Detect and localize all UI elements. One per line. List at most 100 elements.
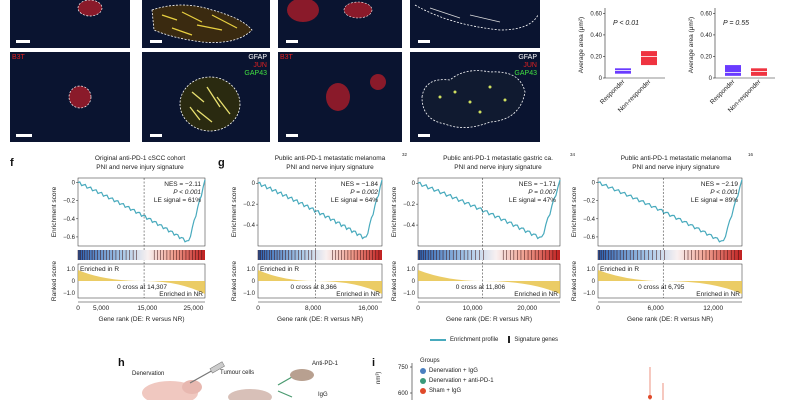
gsea-enriched-r-4: Enriched in R (600, 266, 639, 273)
gsea-x-tick-4-1: 6,000 (647, 305, 664, 312)
gsea-es-tick-2-1: −0.2 (243, 202, 256, 208)
micro-panel-3 (278, 0, 402, 48)
group-item-2: Denervation + anti-PD-1 (420, 376, 494, 386)
micro-panel-8: GFAP JUN GAP43 (410, 52, 540, 142)
gsea-title1-3: Public anti-PD-1 metastatic gastric ca. (443, 155, 553, 162)
gsea-es-frame-3 (417, 177, 561, 247)
micro-image-1 (16, 0, 103, 43)
boxplot-tick-2-2: 0.40 (700, 33, 712, 39)
gsea-rank-r-2 (258, 270, 316, 281)
gsea-es-frame-2 (257, 177, 383, 247)
gsea-le-4: LE signal = 89% (691, 197, 738, 204)
gsea-es-tick-4-0: 0 (592, 181, 596, 187)
gsea-rank-nr-2 (315, 281, 382, 294)
gsea-rank-tick-2-0: 1.0 (247, 267, 256, 273)
label-gfap-2: GFAP (518, 54, 537, 61)
gsea-rank-label-1: Ranked score (51, 261, 58, 301)
gsea-rank-r-3 (418, 270, 483, 281)
label-gap43-1: GAP43 (244, 70, 267, 77)
boxplot-area: 0 0.20 0.40 0.60 Average area (μm²) P < 0.01 R… (578, 8, 775, 114)
gsea-rank-tick-3-0: 1.0 (407, 267, 416, 273)
gsea-title1-4: Public anti-PD-1 metastatic melanoma (621, 155, 732, 162)
micro-panel-1 (10, 0, 130, 48)
gsea-rank-tick-4-1: 0 (592, 279, 596, 285)
boxplot-tick-1-2: 0.40 (590, 33, 602, 39)
gsea-x-tick-1-1: 5,000 (93, 305, 110, 312)
gsea-enriched-nr-1: Enriched in NR (159, 291, 203, 298)
box-2-2 (751, 68, 767, 76)
gsea-es-tick-4-2: −0.4 (583, 217, 596, 223)
gsea-nes-4: NES = −2.19 (701, 181, 739, 188)
gsea-rank-r-1 (78, 270, 145, 281)
gsea-curve-4 (597, 179, 743, 243)
gsea-title1-1: Original anti-PD-1 cSCC cohort (95, 155, 186, 162)
gsea-nes-2: NES = −1.84 (341, 181, 379, 188)
boxplot-tick-1-3: 0.60 (590, 11, 602, 17)
gsea-enriched-r-1: Enriched in R (80, 266, 119, 273)
micro-panel-7: B3T (278, 52, 402, 142)
group-item-3: Sham + IgG (420, 386, 494, 396)
gsea-title2-3: PNI and nerve injury signature (454, 164, 542, 171)
gsea-letter-2: g (218, 157, 225, 169)
group-dot-1 (420, 368, 426, 374)
gsea-letter-1: f (10, 157, 14, 169)
gsea-es-frame-4 (597, 177, 743, 247)
enrichment-profile-swatch (430, 338, 446, 341)
legend-signature-label: Signature genes (514, 336, 559, 343)
label-jun-2: JUN (523, 62, 537, 69)
gsea-title2-2: PNI and nerve injury signature (286, 164, 374, 171)
boxplot-tick-2-3: 0.60 (700, 11, 712, 17)
micro-panel-2 (142, 0, 270, 48)
boxplot-pvalue-1: P < 0.01 (613, 20, 639, 27)
gsea-curve-3 (417, 179, 561, 240)
gsea-rank-tick-3-1: 0 (412, 279, 416, 285)
gsea-rank-tick-4-0: 1.0 (587, 267, 596, 273)
group-label-3: Sham + IgG (429, 388, 462, 394)
group-dot-2 (420, 378, 426, 384)
gsea-es-tick-4-1: −0.2 (583, 199, 596, 205)
boxplot-tick-2-0: 0 (709, 76, 713, 82)
boxplot-pvalue-2: P = 0.55 (723, 20, 749, 27)
gsea-title2-1: PNI and nerve injury signature (96, 164, 184, 171)
box-2-1 (725, 65, 741, 76)
gsea-es-frame-1 (77, 177, 206, 247)
gsea-p-3: P = 0.007 (528, 189, 556, 196)
gsea-rank-tick-3-2: −1.0 (403, 291, 416, 297)
syringe-body (209, 361, 225, 374)
gsea-x-tick-1-3: 25,000 (184, 305, 204, 312)
boxplot-tick-1-0: 0 (599, 76, 603, 82)
gsea-rank-tick-2-2: −1.0 (243, 291, 256, 297)
micro-image-3 (286, 0, 373, 43)
gsea-genebar-2 (258, 250, 382, 260)
gsea-rank-tick-4-2: −1.0 (583, 291, 596, 297)
arrow-antipd1 (277, 376, 293, 386)
panel-i-axes: 750 600 (398, 363, 664, 400)
gsea-x-tick-2-1: 8,000 (305, 305, 322, 312)
mouse-head-1 (182, 380, 202, 394)
gsea-rank-label-3: Ranked score (391, 261, 398, 301)
arrow-igg (277, 390, 293, 398)
gsea-x-tick-2-2: 16,000 (358, 305, 378, 312)
gsea-cross-4: 0 cross at 6,795 (638, 284, 685, 291)
gsea-x-tick-3-0: 0 (416, 305, 420, 312)
group-label-2: Denervation + anti-PD-1 (429, 378, 494, 384)
label-b3t-2: B3T (280, 54, 293, 61)
gsea-x-tick-4-2: 12,000 (703, 305, 723, 312)
gsea-x-tick-3-2: 20,000 (517, 305, 537, 312)
gsea-x-tick-4-0: 0 (596, 305, 600, 312)
legend: Enrichment profile Signature genes (430, 336, 558, 343)
gsea-es-tick-2-0: 0 (252, 181, 256, 187)
i-ylabel-fragment: nm³) (376, 371, 382, 384)
gsea-le-1: LE signal = 61% (154, 197, 201, 204)
panel-letter-h: h (118, 357, 125, 369)
i-ytick-750: 750 (398, 365, 409, 371)
gsea-sup-3: 34 (570, 152, 576, 157)
gsea-x-label-2: Gene rank (DE: R versus NR) (277, 316, 363, 323)
gsea-title2-4: PNI and nerve injury signature (632, 164, 720, 171)
gsea-rank-r-4 (598, 270, 664, 281)
group-dot-3 (420, 388, 426, 394)
gsea-es-tick-1-0: 0 (72, 181, 76, 187)
gsea-x-label-1: Gene rank (DE: R versus NR) (99, 316, 185, 323)
gsea-curve-2 (257, 179, 383, 240)
denervation-label: Denervation (132, 371, 165, 377)
